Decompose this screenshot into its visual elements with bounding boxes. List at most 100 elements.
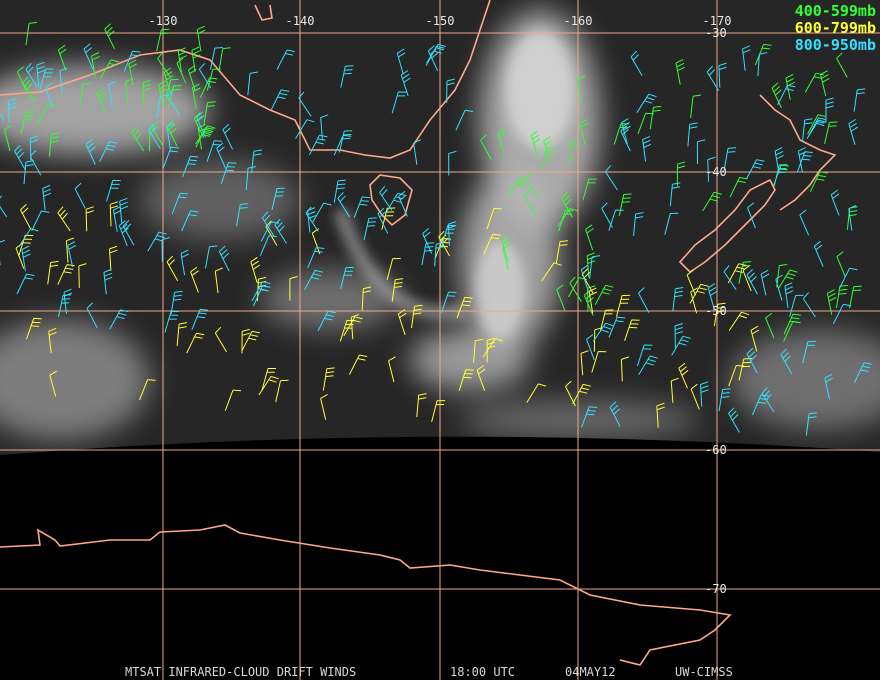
wind-barb: [592, 322, 614, 342]
wind-barb: [0, 195, 8, 218]
wind-barb: [348, 354, 368, 375]
wind-barb: [162, 146, 180, 169]
wind-barb: [579, 118, 589, 145]
wind-barb: [642, 135, 652, 162]
wind-barb: [706, 65, 720, 91]
wind-barb: [307, 207, 316, 233]
wind-barb: [391, 278, 404, 302]
wind-barb: [796, 151, 813, 173]
wind-barb: [587, 285, 596, 311]
wind-barb: [339, 319, 355, 342]
wind-barb: [525, 171, 539, 197]
wind-barb: [718, 388, 731, 412]
wind-barb: [49, 370, 57, 397]
wind-barb: [620, 356, 630, 382]
wind-barb: [350, 314, 359, 340]
wind-barb: [25, 21, 37, 46]
wind-barb: [618, 193, 632, 217]
wind-barb: [775, 274, 783, 301]
wind-barb: [320, 393, 328, 420]
wind-barb: [723, 265, 737, 291]
wind-barb: [165, 78, 179, 102]
legend-entry: 800-950mb: [795, 36, 876, 54]
wind-barb: [25, 63, 39, 89]
wind-barb: [807, 114, 826, 135]
wind-barb: [483, 233, 501, 255]
wind-barb: [191, 46, 201, 73]
wind-barb: [391, 91, 407, 114]
wind-barb: [591, 351, 607, 373]
wind-barb: [74, 182, 86, 209]
wind-barb: [675, 58, 685, 85]
wind-barb: [802, 292, 816, 318]
wind-barb: [678, 362, 689, 389]
wind-barb: [398, 191, 408, 217]
wind-barb: [128, 59, 137, 86]
wind-barb: [742, 45, 751, 71]
wind-barb: [713, 302, 726, 327]
wind-barb: [198, 63, 212, 89]
longitude-label: -140: [286, 14, 315, 28]
wind-barb: [214, 326, 227, 353]
wind-barb: [846, 206, 858, 230]
wind-barb: [486, 208, 502, 230]
wind-barb: [586, 334, 595, 361]
wind-barb: [580, 350, 589, 376]
wind-barb: [799, 209, 810, 236]
wind-barb: [182, 155, 199, 178]
wind-barb: [21, 245, 31, 272]
wind-barb: [742, 265, 752, 292]
wind-barb: [147, 231, 167, 252]
coastlines: [0, 0, 837, 666]
wind-barb: [333, 179, 347, 203]
wind-barb: [386, 258, 401, 281]
wind-barb: [757, 52, 768, 77]
wind-barb: [476, 365, 486, 391]
footer-time: 18:00 UTC: [450, 665, 515, 679]
wind-barb: [728, 311, 750, 331]
wind-barb: [57, 44, 67, 71]
wind-barb: [109, 309, 129, 330]
wind-barb: [636, 93, 657, 113]
wind-barb: [337, 192, 351, 218]
wind-barb: [848, 205, 857, 231]
wind-barb: [674, 323, 683, 348]
wind-barb: [118, 220, 129, 247]
wind-barb: [166, 122, 175, 149]
wind-barb: [580, 264, 589, 291]
wind-barb: [85, 206, 94, 232]
wind-barb: [190, 266, 199, 293]
longitude-label: -160: [564, 14, 593, 28]
wind-barb: [289, 276, 298, 301]
wind-barb: [411, 304, 423, 329]
wind-barb: [57, 264, 75, 285]
wind-barb: [396, 48, 406, 75]
wind-barb: [601, 202, 613, 228]
wind-barb: [148, 123, 161, 149]
wind-barb: [261, 211, 275, 237]
wind-barb: [29, 135, 39, 161]
wind-barb: [91, 52, 100, 78]
wind-barb: [802, 340, 816, 364]
wind-barb: [210, 47, 223, 70]
wind-barb: [839, 267, 858, 289]
wind-barbs: [0, 21, 872, 436]
wind-barb: [774, 147, 784, 173]
wind-barb: [441, 224, 456, 247]
wind-barb: [761, 387, 775, 413]
wind-barb: [186, 332, 205, 354]
wind-barb: [275, 379, 289, 403]
wind-barb: [203, 101, 216, 125]
wind-barb: [777, 269, 798, 290]
wind-barb: [727, 263, 747, 284]
wind-barb: [48, 327, 57, 354]
wind-barb: [317, 310, 336, 332]
wind-barb: [79, 82, 91, 107]
wind-barb: [59, 67, 68, 93]
wind-barb: [750, 325, 760, 352]
wind-barb: [0, 99, 5, 121]
wind-barb: [760, 269, 770, 296]
wind-barb: [96, 87, 107, 114]
wind-barb: [26, 317, 42, 340]
wind-barb: [620, 125, 631, 152]
